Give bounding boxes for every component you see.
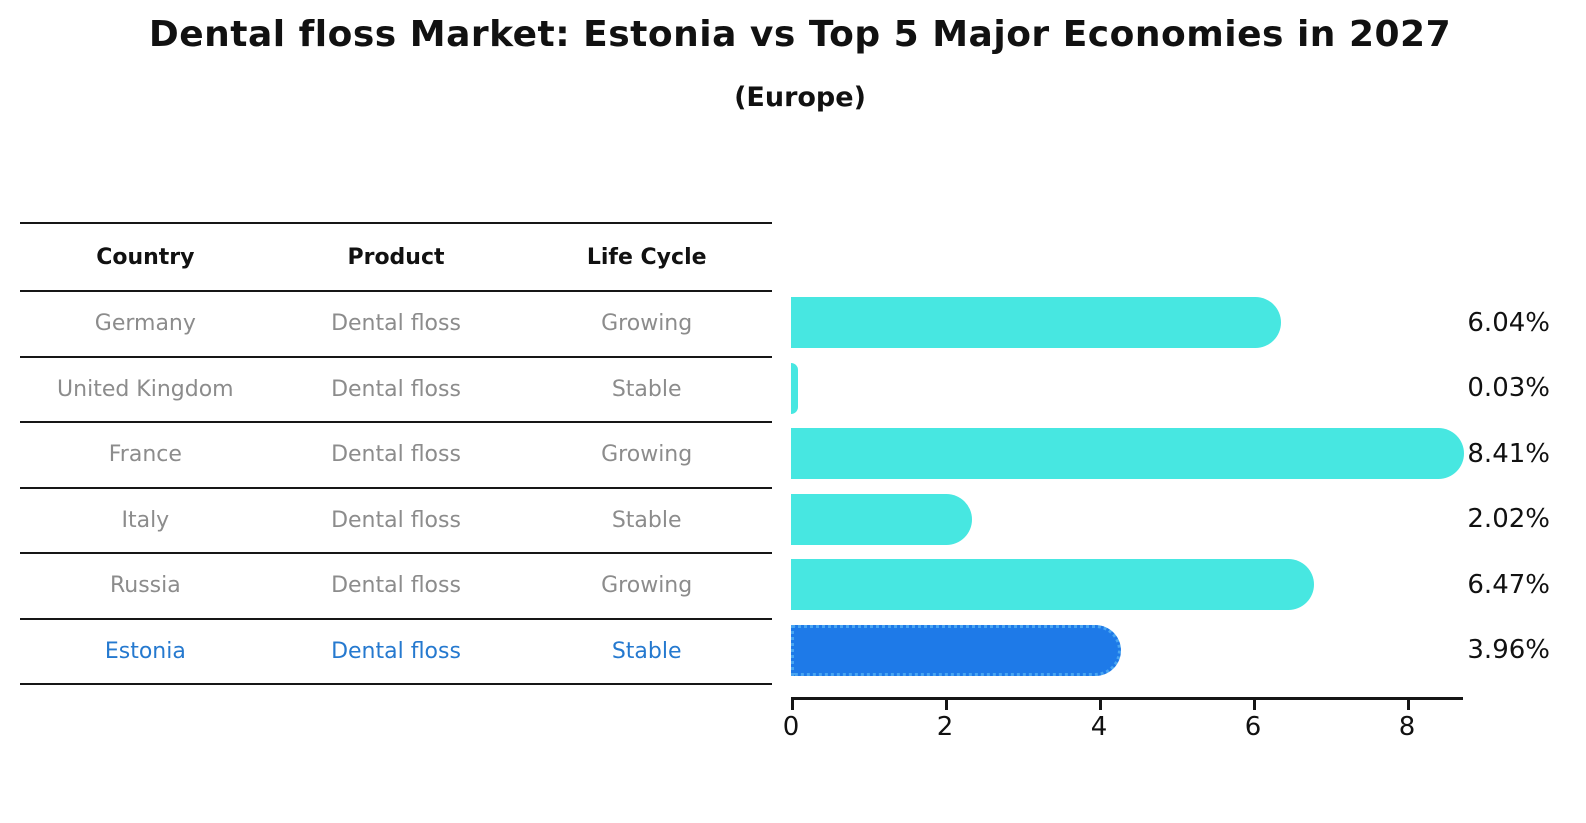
x-axis-tick-label: 8: [1398, 712, 1416, 742]
bar-germany: [791, 297, 1282, 348]
value-label: 2.02%: [1467, 504, 1550, 535]
cell-country: Germany: [94, 311, 196, 337]
value-label: 0.03%: [1467, 373, 1550, 404]
table-row: Italy Dental floss Stable: [20, 489, 772, 554]
cell-lifecycle: Stable: [611, 376, 682, 402]
cell-product: Dental floss: [331, 376, 461, 402]
x-axis-tick-mark: [1099, 700, 1102, 710]
cell-lifecycle: Stable: [611, 507, 682, 533]
cell-lifecycle: Growing: [601, 442, 693, 468]
column-header-country: Country: [96, 244, 195, 270]
table-row: Estonia Dental floss Stable: [20, 620, 772, 685]
chart-subtitle: (Europe): [734, 82, 866, 113]
cell-country: Italy: [121, 507, 170, 533]
value-label: 6.47%: [1467, 569, 1550, 600]
value-label: 3.96%: [1467, 635, 1550, 666]
table-header-row: Country Product Life Cycle: [20, 224, 772, 292]
country-table: Country Product Life Cycle Germany Dental…: [20, 222, 772, 685]
value-label: 6.04%: [1467, 307, 1550, 338]
bar-row: [791, 552, 1491, 618]
column-header-product: Product: [347, 244, 445, 270]
cell-product: Dental floss: [331, 638, 461, 664]
x-axis-tick-mark: [945, 700, 948, 710]
cell-product: Dental floss: [331, 442, 461, 468]
x-axis-tick-mark: [1407, 700, 1410, 710]
bar-row: [791, 421, 1491, 487]
bar-italy: [791, 493, 972, 545]
table-row: United Kingdom Dental floss Stable: [20, 358, 772, 423]
x-axis-tick-mark: [1253, 700, 1256, 710]
value-label: 8.41%: [1467, 438, 1550, 469]
table-row: Russia Dental floss Growing: [20, 554, 772, 620]
x-axis-tick-mark: [791, 700, 794, 710]
table-body: Germany Dental floss Growing United Kingdom…: [20, 292, 772, 685]
cell-product: Dental floss: [331, 507, 461, 533]
cell-lifecycle: Growing: [601, 573, 693, 599]
value-label-column: 6.04% 0.03% 8.41% 2.02% 6.47% 3.96%: [1462, 290, 1550, 683]
cell-country: Russia: [109, 573, 181, 599]
x-axis-tick-label: 0: [782, 712, 800, 742]
bar-france: [791, 428, 1464, 479]
bar-row: [791, 290, 1491, 356]
bar-row: [791, 487, 1491, 553]
column-header-lifecycle: Life Cycle: [586, 244, 707, 270]
cell-product: Dental floss: [331, 573, 461, 599]
chart-title: Dental floss Market: Estonia vs Top 5 Ma…: [148, 14, 1452, 55]
bar-row: [791, 356, 1491, 422]
bar-estonia: [791, 624, 1121, 676]
bar-row: [791, 618, 1491, 684]
bar-russia: [791, 559, 1315, 610]
cell-country: Estonia: [104, 638, 186, 664]
cell-country: United Kingdom: [57, 376, 234, 402]
bar-united-kingdom: [791, 362, 798, 414]
table-row: Germany Dental floss Growing: [20, 292, 772, 358]
x-axis-line: [791, 697, 1463, 700]
table-row: France Dental floss Growing: [20, 423, 772, 489]
bar-chart-area: [791, 290, 1491, 683]
cell-lifecycle: Stable: [611, 638, 682, 664]
x-axis-tick-label: 6: [1244, 712, 1262, 742]
x-axis-tick-label: 4: [1090, 712, 1108, 742]
cell-product: Dental floss: [331, 311, 461, 337]
cell-country: France: [108, 442, 182, 468]
x-axis-tick-label: 2: [936, 712, 954, 742]
cell-lifecycle: Growing: [601, 311, 693, 337]
